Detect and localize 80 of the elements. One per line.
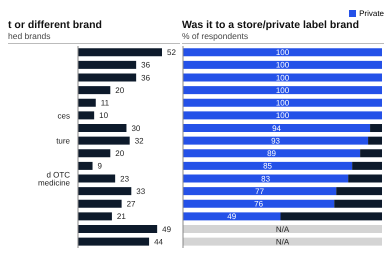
bar [360, 149, 382, 158]
chart-title: Was it to a store/private label brand [182, 19, 360, 31]
bar [183, 136, 368, 145]
bar [183, 174, 348, 183]
bar [368, 136, 382, 145]
y-tick-label: ture [56, 136, 71, 146]
bar [78, 136, 130, 145]
data-label: 32 [134, 136, 144, 146]
chart-title: t or different brand [8, 19, 103, 31]
bar [183, 162, 352, 170]
bar [78, 149, 110, 158]
legend-label: Private [358, 8, 384, 19]
data-label: 76 [254, 200, 264, 209]
y-tick-label: d OTC medicine [38, 170, 71, 188]
bar [334, 200, 382, 208]
bar [78, 162, 93, 170]
data-label: 9 [98, 162, 103, 171]
bar [183, 86, 382, 94]
data-label: 52 [167, 48, 176, 58]
data-label: N/A [276, 224, 290, 234]
data-label: 20 [115, 149, 125, 158]
data-label: 77 [255, 186, 265, 196]
data-label: 100 [276, 98, 290, 108]
data-label: 44 [154, 237, 164, 246]
data-label: 21 [116, 212, 126, 222]
data-label: 27 [126, 200, 136, 209]
data-label: 93 [271, 136, 281, 146]
chart-subtitle: hed brands [8, 31, 180, 44]
data-label: 100 [276, 60, 290, 70]
bar [183, 60, 382, 69]
bar [370, 124, 382, 132]
data-label: 49 [227, 212, 237, 222]
data-label: 36 [141, 60, 151, 70]
bar [280, 212, 382, 220]
bar [78, 98, 96, 107]
bar [78, 212, 112, 220]
bar [78, 225, 158, 234]
data-label: 94 [272, 124, 282, 133]
bar [78, 48, 162, 56]
bar [183, 149, 360, 158]
data-label: 36 [141, 73, 151, 82]
bar [352, 162, 382, 170]
data-label: 10 [99, 111, 109, 120]
bar [336, 187, 382, 196]
bar [183, 212, 281, 220]
data-label: 100 [276, 48, 290, 58]
data-label: 33 [136, 186, 146, 196]
data-label: 100 [276, 86, 290, 95]
bar [183, 111, 382, 120]
bar [78, 86, 110, 94]
data-label: 11 [100, 98, 110, 108]
data-label: 83 [261, 174, 271, 184]
bar [78, 124, 126, 132]
data-label: 23 [120, 174, 130, 184]
bar [78, 111, 94, 120]
bar [78, 200, 122, 208]
data-label: 100 [276, 73, 290, 82]
bar [183, 238, 382, 246]
data-label: 49 [162, 224, 172, 234]
data-label: 20 [115, 86, 125, 95]
bar [78, 174, 116, 183]
bar [183, 187, 336, 196]
data-label: 30 [131, 124, 141, 133]
data-label: 100 [276, 111, 290, 120]
bar [78, 74, 136, 82]
bar [183, 48, 382, 56]
bar [183, 98, 382, 107]
y-tick-label: ces [58, 111, 70, 120]
bar [78, 238, 150, 246]
chart-subtitle: % of respondents [182, 31, 384, 44]
bar [183, 200, 334, 208]
bar [78, 187, 132, 196]
data-label: 89 [267, 149, 277, 158]
data-label: 85 [263, 162, 273, 171]
data-label: N/A [276, 237, 290, 246]
bar [183, 124, 370, 132]
bar [183, 74, 382, 82]
bar [78, 60, 136, 69]
bar [348, 174, 382, 183]
bar [183, 225, 382, 234]
